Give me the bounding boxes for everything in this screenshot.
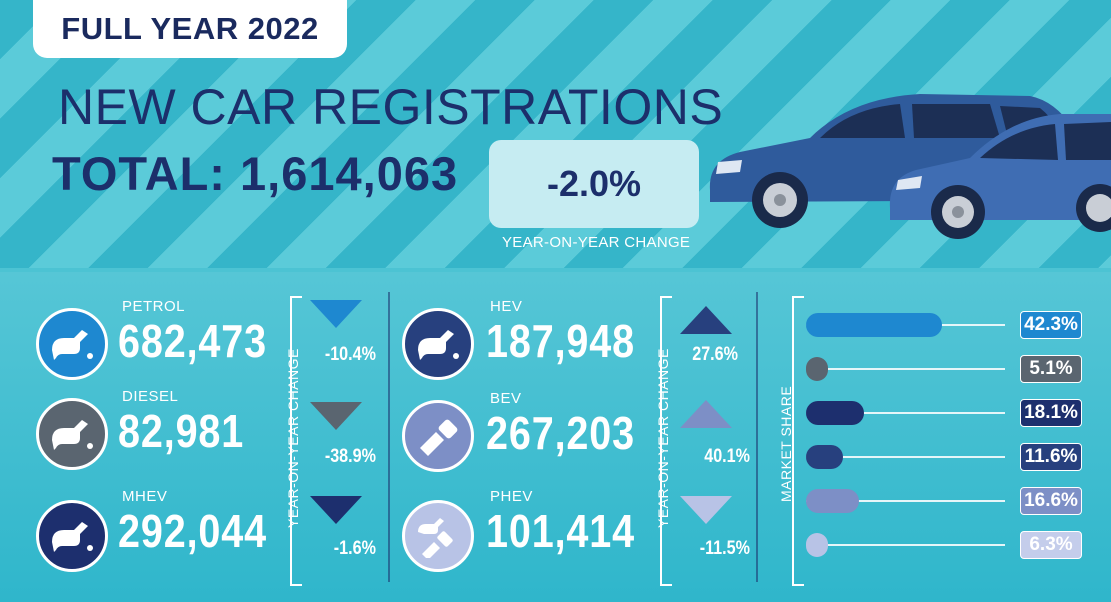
- bev-share-value: 16.6%: [1020, 487, 1082, 515]
- mhev-share-track: [806, 412, 1005, 414]
- diesel-share-value: 5.1%: [1020, 355, 1082, 383]
- header-banner: FULL YEAR 2022 NEW CAR REGISTRATIONS TOT…: [0, 0, 1111, 268]
- right-change-caption: YEAR-ON-YEAR CHANGE: [655, 348, 671, 528]
- phev-label: PHEV: [490, 488, 533, 505]
- left-change-bracket: [290, 296, 302, 586]
- total-registrations: TOTAL: 1,614,063: [52, 146, 458, 201]
- mhev-value: 292,044: [118, 505, 268, 557]
- bev-label: BEV: [490, 390, 522, 407]
- mhev-change: -1.6%: [333, 538, 376, 559]
- mhev-share-value: 18.1%: [1020, 399, 1082, 427]
- petrol-share-bar: [806, 313, 942, 337]
- hev-up-arrow-icon: [680, 306, 732, 334]
- cars-illustration: [709, 94, 1111, 239]
- mhev-share-bar: [806, 401, 864, 425]
- hev-fuel-pump-icon: [402, 308, 474, 380]
- diesel-change: -38.9%: [324, 446, 376, 467]
- market-share-divider: [756, 292, 758, 582]
- diesel-share-track: [806, 368, 1005, 370]
- phev-plug-and-pump-icon: [402, 500, 474, 572]
- total-value: 1,614,063: [240, 147, 459, 200]
- bev-share-bar: [806, 489, 859, 513]
- mhev-fuel-pump-icon: [36, 500, 108, 572]
- hev-value: 187,948: [486, 315, 636, 367]
- petrol-share-value: 42.3%: [1020, 311, 1082, 339]
- hev-share-bar: [806, 445, 843, 469]
- diesel-down-arrow-icon: [310, 402, 362, 430]
- bev-share-track: [806, 500, 1005, 502]
- diesel-fuel-pump-icon: [36, 398, 108, 470]
- diesel-value: 82,981: [118, 405, 245, 457]
- phev-share-bar: [806, 533, 828, 557]
- car-front-icon: [889, 114, 1111, 239]
- yoy-change-caption: YEAR-ON-YEAR CHANGE: [502, 234, 691, 251]
- right-change-bracket: [660, 296, 672, 586]
- market-share-bracket: [792, 296, 804, 586]
- hev-share-track: [806, 456, 1005, 458]
- period-tab: FULL YEAR 2022: [33, 0, 347, 58]
- hev-change: 27.6%: [692, 344, 738, 365]
- petrol-label: PETROL: [122, 298, 186, 315]
- column-divider: [388, 292, 390, 582]
- phev-share-track: [806, 544, 1005, 546]
- phev-share-value: 6.3%: [1020, 531, 1082, 559]
- phev-down-arrow-icon: [680, 496, 732, 524]
- bev-change: 40.1%: [704, 446, 750, 467]
- bev-value: 267,203: [486, 407, 636, 459]
- petrol-down-arrow-icon: [310, 300, 362, 328]
- diesel-label: DIESEL: [122, 388, 179, 405]
- petrol-fuel-pump-icon: [36, 308, 108, 380]
- bev-charging-plug-icon: [402, 400, 474, 472]
- left-change-caption: YEAR-ON-YEAR CHANGE: [285, 348, 301, 528]
- hev-share-value: 11.6%: [1020, 443, 1082, 471]
- petrol-change: -10.4%: [324, 344, 376, 365]
- total-label: TOTAL:: [52, 147, 226, 200]
- mhev-label: MHEV: [122, 488, 168, 505]
- petrol-value: 682,473: [118, 315, 268, 367]
- phev-value: 101,414: [486, 505, 636, 557]
- page-title: NEW CAR REGISTRATIONS: [58, 79, 724, 135]
- hev-label: HEV: [490, 298, 523, 315]
- market-share-caption: MARKET SHARE: [778, 385, 794, 502]
- yoy-change-badge: -2.0%: [489, 140, 699, 228]
- diesel-share-bar: [806, 357, 828, 381]
- mhev-down-arrow-icon: [310, 496, 362, 524]
- phev-change: -11.5%: [699, 538, 750, 559]
- bev-up-arrow-icon: [680, 400, 732, 428]
